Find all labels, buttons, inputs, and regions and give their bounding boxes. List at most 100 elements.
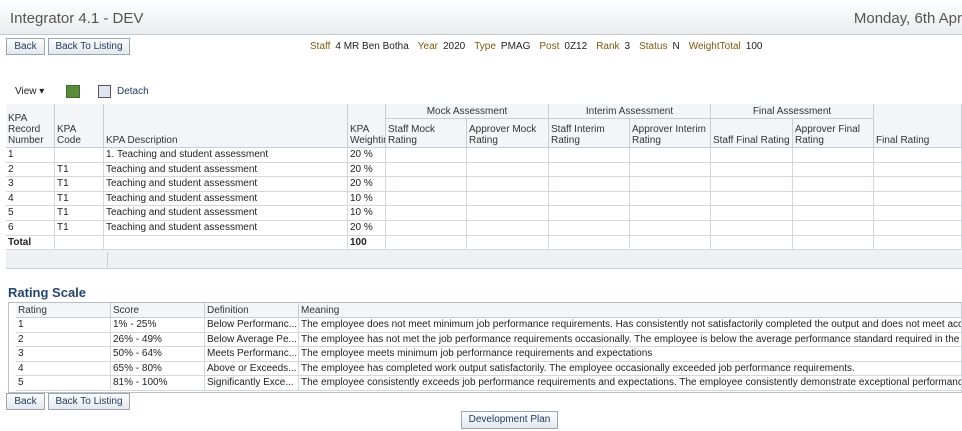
total-cell (467, 235, 549, 251)
table-cell (386, 177, 467, 192)
info-value: 3 (624, 41, 631, 52)
info-label: Rank (596, 41, 620, 52)
total-cell (104, 235, 348, 251)
table-cell (793, 221, 874, 236)
rating-cell: 65% - 80% (111, 361, 205, 377)
footer-divider (107, 252, 108, 268)
total-cell (55, 235, 104, 251)
table-cell: 10 % (348, 206, 386, 221)
table-cell (467, 177, 549, 192)
button[interactable]: Back (6, 393, 45, 410)
table-cell: Teaching and student assessment (104, 177, 348, 192)
rating-cell: 50% - 64% (111, 347, 205, 362)
column-header: Final Rating (874, 104, 962, 148)
column-header: Approver Mock Rating (467, 119, 549, 148)
view-label: View (15, 86, 37, 97)
table-cell (549, 221, 630, 236)
table-cell: 10 % (348, 191, 386, 207)
rating-cell: 81% - 100% (111, 376, 205, 391)
rating-cell: 1 (16, 318, 111, 333)
table-cell: T1 (55, 221, 104, 236)
detach-icon[interactable] (98, 85, 111, 98)
table-cell (630, 162, 711, 178)
app-title: Integrator 4.1 - DEV (10, 10, 144, 27)
table-cell (630, 177, 711, 192)
column-header: Staff Final Rating (711, 119, 793, 148)
table-cell (549, 191, 630, 207)
date: Monday, 6th Apr (853, 10, 962, 27)
rating-cell: Meets Performanc... (205, 347, 299, 362)
table-cell (630, 221, 711, 236)
info-value: 0Z12 (564, 41, 588, 52)
rating-cell: Below Performanc... (205, 318, 299, 333)
table-cell (630, 148, 711, 163)
rating-cell: 4 (16, 361, 111, 377)
table-cell: 2 (6, 162, 55, 178)
table-cell: Teaching and student assessment (104, 221, 348, 236)
rating-scale-title: Rating Scale (8, 285, 87, 300)
table-cell: 6 (6, 221, 55, 236)
table-cell (874, 206, 962, 221)
total-cell (549, 235, 630, 251)
button[interactable]: Back To Listing (48, 38, 130, 55)
table-cell (467, 206, 549, 221)
rating-cell: Significantly Exce... (205, 376, 299, 391)
info-line: Staff 4 MR Ben Botha Year 2020 Type PMAG Post 0… (310, 40, 771, 54)
column-header: KPA Description (104, 104, 348, 148)
info-label: WeightTotal (688, 41, 741, 52)
column-header: KPA Record Number (6, 104, 55, 148)
toolbar: View ▾ Detach (6, 83, 962, 103)
view-menu[interactable]: View ▾ (15, 86, 45, 97)
table-cell (467, 162, 549, 178)
table-cell (711, 191, 793, 207)
table-cell (55, 148, 104, 163)
rating-cell: The employee meets minimum job performan… (299, 347, 962, 362)
table-cell (386, 191, 467, 207)
total-cell (630, 235, 711, 251)
rating-cell: The employee does not meet minimum job p… (299, 318, 962, 333)
table-cell (874, 162, 962, 178)
table-cell: 1. Teaching and student assessment (104, 148, 348, 163)
rating-cell: Above or Exceeds... (205, 361, 299, 377)
button[interactable]: Development Plan (461, 411, 558, 429)
detach-label[interactable]: Detach (117, 86, 149, 97)
table-cell (874, 221, 962, 236)
column-header: Staff Interim Rating (549, 119, 630, 148)
rating-cell: 5 (16, 376, 111, 391)
rating-header: Definition (205, 303, 299, 318)
table-cell (467, 221, 549, 236)
info-value: 100 (745, 41, 763, 52)
table-cell (386, 221, 467, 236)
table-cell (386, 162, 467, 178)
info-label: Status (639, 41, 668, 52)
rating-header: Rating (16, 303, 111, 318)
button[interactable]: Back (6, 38, 45, 55)
table-cell: T1 (55, 177, 104, 192)
total-cell (711, 235, 793, 251)
table-cell (549, 206, 630, 221)
rating-table-frame (8, 302, 962, 393)
table-cell: 5 (6, 206, 55, 221)
table-cell (711, 206, 793, 221)
table-cell (549, 148, 630, 163)
group-header: Final Assessment (711, 104, 874, 119)
info-value: 4 MR Ben Botha (335, 41, 409, 52)
total-cell: Total (6, 235, 55, 251)
table-bg (6, 104, 962, 148)
table-cell (793, 162, 874, 178)
table-cell (711, 177, 793, 192)
table-cell (467, 191, 549, 207)
table-cell (467, 148, 549, 163)
button[interactable]: Back To Listing (48, 393, 130, 410)
column-header: KPA Weighting (348, 104, 386, 148)
column-header: Approver Final Rating (793, 119, 874, 148)
info-value: PMAG (500, 41, 531, 52)
rating-cell: The employee consistently exceeds job pe… (299, 376, 962, 391)
export-icon[interactable] (66, 85, 80, 98)
table-cell (711, 221, 793, 236)
info-label: Staff (310, 41, 331, 52)
table-cell: T1 (55, 206, 104, 221)
table-cell (793, 206, 874, 221)
table-cell (630, 191, 711, 207)
